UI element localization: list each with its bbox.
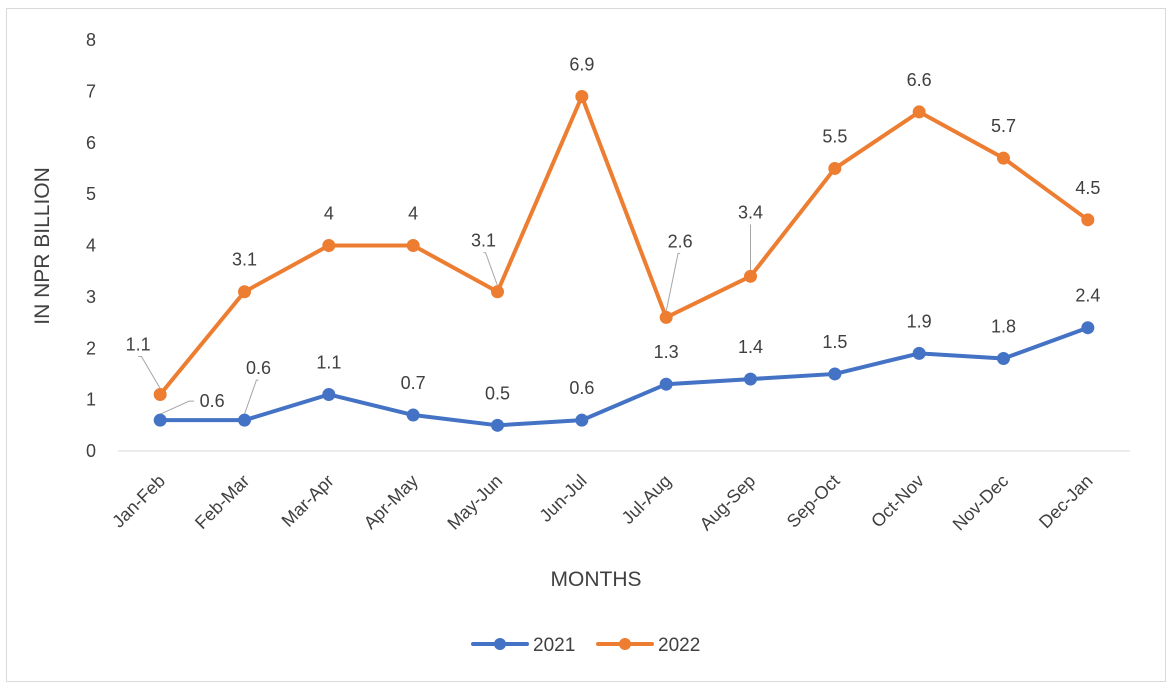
data-label-2021: 0.7 [401, 373, 426, 393]
data-label-2021: 1.8 [991, 317, 1016, 337]
leader-lines [138, 224, 751, 415]
data-point-2021 [322, 387, 336, 401]
leader-line [483, 252, 498, 286]
data-point-2022 [491, 285, 504, 299]
leader-line [159, 400, 195, 415]
x-tick-label: Dec-Jan [1035, 471, 1097, 533]
x-tick-label: Sep-Oct [783, 471, 844, 532]
data-label-2022: 4.5 [1075, 178, 1100, 198]
data-label-2021: 0.6 [200, 391, 225, 411]
data-label-2021: 2.4 [1075, 286, 1100, 306]
y-tick-label: 6 [86, 133, 96, 153]
data-point-2021 [744, 372, 757, 386]
leader-line [138, 355, 161, 389]
y-tick-label: 7 [86, 81, 96, 101]
data-label-2022: 5.5 [822, 126, 847, 146]
leader-line [665, 252, 681, 312]
data-point-2021 [997, 352, 1010, 366]
y-tick-label: 5 [86, 184, 96, 204]
y-tick-label: 3 [86, 287, 96, 307]
series-markers [153, 90, 1095, 432]
y-tick-label: 8 [86, 30, 96, 50]
data-label-2021: 0.6 [569, 378, 594, 398]
y-axis-title: IN NPR BILLION [31, 167, 54, 325]
x-tick-label: Jun-Jul [535, 471, 590, 526]
data-point-2021 [912, 346, 926, 360]
legend: 2021 2022 [471, 635, 700, 656]
data-label-2022: 3.4 [738, 202, 763, 222]
data-label-2021: 1.3 [654, 342, 679, 362]
data-label-2021: 1.5 [822, 332, 847, 352]
y-tick-label: 1 [86, 390, 96, 410]
x-tick-label: Aug-Sep [696, 471, 760, 535]
data-label-2022: 3.1 [232, 250, 257, 270]
data-label-2021: 1.9 [907, 311, 932, 331]
legend-label-2022: 2022 [658, 635, 700, 656]
data-label-2022: 6.9 [569, 55, 594, 75]
data-point-2022 [912, 105, 926, 119]
x-tick-label: Jul-Aug [618, 471, 675, 528]
x-tick-label: Feb-Mar [191, 471, 253, 533]
x-axis-title: MONTHS [551, 568, 642, 591]
data-point-2021 [491, 418, 504, 432]
series-line-2022 [158, 94, 1090, 397]
data-point-2021 [828, 367, 842, 381]
data-point-2022 [744, 269, 757, 283]
data-point-2022 [997, 151, 1010, 165]
data-point-2022 [238, 285, 251, 299]
x-tick-label: Mar-Apr [278, 471, 338, 531]
data-labels: 0.6 0.6 1.1 0.7 0.5 0.6 1.3 1.4 1.5 1.9 1.8 2.4 1.1 3… [126, 55, 1101, 412]
data-label-2021: 0.6 [246, 358, 271, 378]
data-label-2022: 4 [324, 204, 334, 224]
leader-line [244, 379, 259, 415]
data-point-2022 [1081, 213, 1095, 227]
data-label-2021: 0.5 [485, 383, 510, 403]
data-label-2022: 5.7 [991, 116, 1016, 136]
data-point-2022 [153, 387, 167, 401]
data-point-2022 [406, 239, 420, 252]
legend-marker-2021 [494, 638, 506, 650]
data-point-2022 [828, 161, 842, 175]
data-label-2021: 1.1 [316, 352, 341, 372]
x-tick-label: May-Jun [443, 471, 506, 534]
data-label-2022: 4 [408, 204, 418, 224]
data-point-2021 [238, 413, 251, 427]
legend-marker-2022 [619, 638, 631, 650]
data-label-2022: 3.1 [471, 231, 496, 251]
data-point-2022 [659, 310, 673, 324]
data-point-2021 [659, 377, 673, 391]
data-label-2022: 6.6 [907, 70, 932, 90]
data-point-2022 [322, 239, 336, 252]
y-tick-label: 0 [86, 441, 96, 461]
series-line-2021 [158, 325, 1090, 428]
data-point-2021 [406, 408, 420, 422]
data-label-2022: 1.1 [126, 334, 151, 354]
y-tick-label: 2 [86, 338, 96, 358]
x-tick-label: Nov-Dec [949, 471, 1013, 535]
data-point-2021 [153, 413, 167, 427]
data-point-2021 [575, 413, 589, 427]
y-tick-label: 4 [86, 236, 96, 256]
data-label-2022: 2.6 [668, 231, 693, 251]
x-tick-label: Apr-May [360, 471, 422, 533]
x-tick-label: Oct-Nov [867, 471, 928, 532]
legend-label-2021: 2021 [533, 635, 575, 656]
data-point-2022 [575, 90, 589, 104]
x-axis: Jan-Feb Feb-Mar Mar-Apr Apr-May May-Jun Jun-J… [108, 471, 1097, 535]
x-tick-label: Jan-Feb [108, 471, 169, 532]
data-point-2021 [1081, 321, 1095, 335]
data-label-2021: 1.4 [738, 337, 763, 357]
series-lines [158, 94, 1090, 428]
y-axis: 0 1 2 3 4 5 6 7 8 [86, 30, 96, 461]
